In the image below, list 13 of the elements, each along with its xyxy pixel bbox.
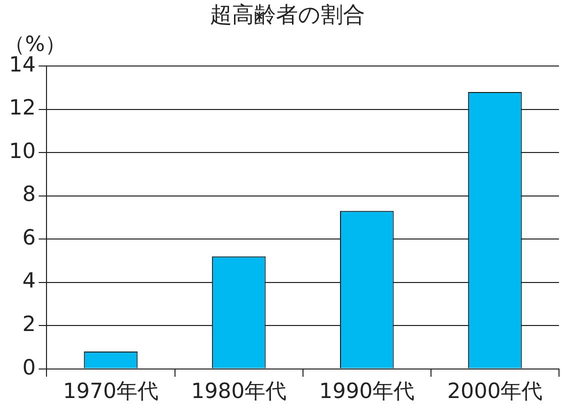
y-tick-label: 8 (22, 182, 36, 206)
y-tick-label: 6 (22, 225, 36, 250)
y-tick-label: 10 (8, 138, 36, 163)
y-axis-title: （%） (4, 31, 66, 56)
y-tick-label: 0 (22, 355, 36, 380)
y-tick-label: 12 (8, 96, 36, 120)
x-tick-label: 2000年代 (447, 378, 543, 403)
y-tick-label: 2 (22, 312, 36, 336)
x-tick-label: 1970年代 (63, 378, 158, 403)
x-tick-label: 1980年代 (191, 378, 287, 403)
x-tick-label: 1990年代 (319, 378, 415, 403)
y-tick-label: 4 (22, 268, 36, 293)
chart-title: 超高齢者の割合 (209, 2, 366, 30)
